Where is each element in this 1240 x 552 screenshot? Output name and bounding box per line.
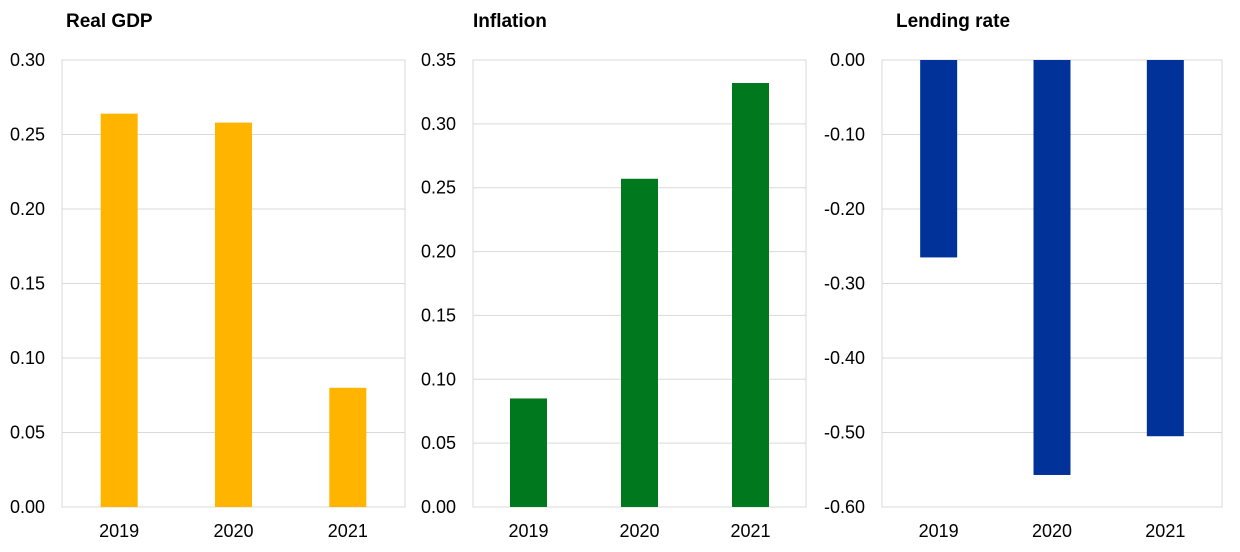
bar-2020	[1033, 60, 1071, 475]
y-tick-label: 0.00	[10, 497, 45, 517]
y-tick-label: -0.10	[824, 125, 865, 145]
chart-title: Lending rate	[896, 11, 1010, 32]
y-tick-label: 0.25	[10, 125, 45, 145]
bar-2020	[621, 178, 658, 507]
y-tick-label: 0.15	[421, 305, 456, 325]
y-tick-label: 0.05	[421, 433, 456, 453]
bar-2019	[510, 398, 547, 507]
y-tick-label: 0.00	[421, 497, 456, 517]
y-tick-label: 0.35	[421, 50, 456, 70]
y-tick-label: -0.30	[824, 274, 865, 294]
bar-2021	[732, 82, 769, 507]
y-tick-label: 0.30	[10, 50, 45, 70]
x-tick-label: 2021	[730, 521, 770, 541]
x-tick-label: 2020	[1032, 521, 1072, 541]
y-tick-label: -0.50	[824, 423, 865, 443]
x-tick-label: 2020	[213, 521, 253, 541]
bar-2020	[215, 122, 252, 507]
x-tick-label: 2021	[328, 521, 368, 541]
x-tick-label: 2021	[1145, 521, 1185, 541]
chart-panel-1: Inflation 0.00 0.05 0.10 0.15 0.20 0.25 0.30 0.3…	[421, 11, 807, 541]
y-tick-label: 0.05	[10, 423, 45, 443]
x-tick-label: 2019	[508, 521, 548, 541]
y-tick-label: -0.40	[824, 348, 865, 368]
y-tick-label: -0.60	[824, 497, 865, 517]
chart-title: Inflation	[473, 11, 547, 32]
y-tick-label: 0.20	[421, 242, 456, 262]
y-tick-label: 0.15	[10, 274, 45, 294]
bar-2019	[920, 60, 958, 258]
y-tick-label: -0.20	[824, 199, 865, 219]
chart-panel-2: Lending rate 0.00 -0.10 -0.20 -0.30 -0.40 -0.5…	[824, 11, 1223, 541]
y-tick-label: 0.10	[421, 369, 456, 389]
chart-panel-0: Real GDP 0.00 0.05 0.10 0.15 0.20 0.25 0.30 2019…	[10, 11, 406, 541]
bar-2019	[100, 113, 138, 507]
bar-2021	[329, 387, 367, 507]
chart-title: Real GDP	[66, 11, 153, 32]
y-tick-label: 0.10	[10, 348, 45, 368]
y-tick-label: 0.30	[421, 114, 456, 134]
x-tick-label: 2019	[99, 521, 139, 541]
y-tick-label: 0.25	[421, 178, 456, 198]
y-tick-label: 0.00	[830, 50, 865, 70]
bar-2021	[1146, 60, 1184, 437]
y-tick-label: 0.20	[10, 199, 45, 219]
x-tick-label: 2019	[919, 521, 959, 541]
x-tick-label: 2020	[619, 521, 659, 541]
